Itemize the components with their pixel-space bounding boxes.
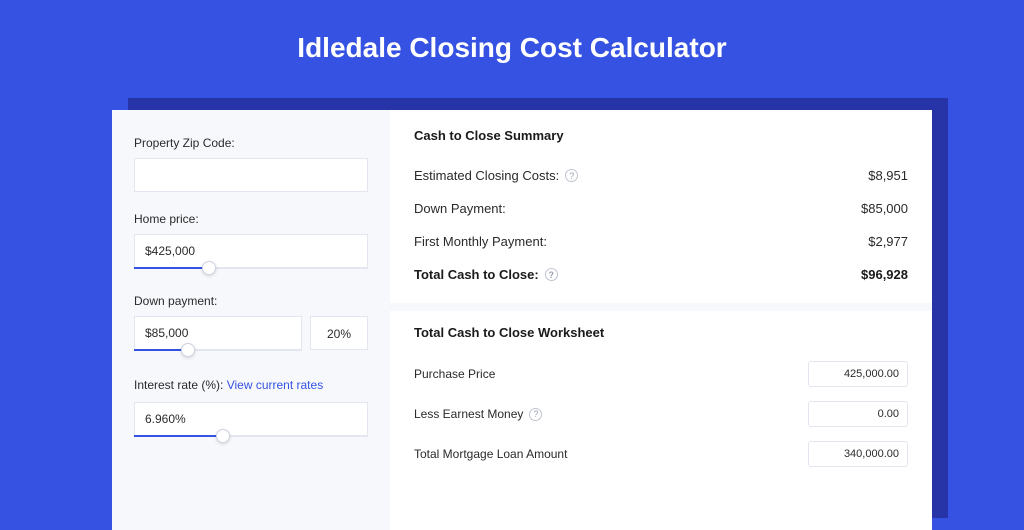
worksheet-row-label: Total Mortgage Loan Amount (414, 447, 567, 461)
view-rates-link[interactable]: View current rates (227, 378, 324, 392)
down-payment-slider-thumb[interactable] (181, 343, 195, 357)
down-payment-label: Down payment: (134, 294, 368, 308)
worksheet-title: Total Cash to Close Worksheet (414, 325, 908, 340)
help-icon[interactable]: ? (565, 169, 578, 182)
calculator-card: Property Zip Code: Home price: Down paym… (112, 110, 932, 530)
summary-row: Estimated Closing Costs:? $8,951 (414, 159, 908, 192)
page-title: Idledale Closing Cost Calculator (0, 0, 1024, 82)
section-divider (390, 303, 932, 311)
interest-field (134, 402, 368, 436)
summary-row-label-text: Estimated Closing Costs: (414, 168, 559, 183)
home-price-field (134, 234, 368, 268)
worksheet-row: Total Mortgage Loan Amount (414, 434, 908, 474)
worksheet-row-label-text: Less Earnest Money (414, 407, 523, 421)
interest-slider-fill (134, 435, 223, 437)
down-payment-pct[interactable]: 20% (310, 316, 368, 350)
worksheet-list: Purchase Price Less Earnest Money? Total M… (414, 354, 908, 474)
help-icon[interactable]: ? (529, 408, 542, 421)
interest-input[interactable] (134, 402, 368, 436)
worksheet-row: Less Earnest Money? (414, 394, 908, 434)
worksheet-row-label-text: Total Mortgage Loan Amount (414, 447, 567, 461)
summary-list: Estimated Closing Costs:? $8,951 Down Paym… (414, 159, 908, 291)
zip-field-group: Property Zip Code: (134, 136, 368, 192)
summary-row: Down Payment: $85,000 (414, 192, 908, 225)
down-payment-slider-fill (134, 349, 188, 351)
summary-row-label-text: Total Cash to Close: (414, 267, 539, 282)
summary-row-label-text: First Monthly Payment: (414, 234, 547, 249)
home-price-input[interactable] (134, 234, 368, 268)
summary-row-label: First Monthly Payment: (414, 234, 547, 249)
summary-row-label: Total Cash to Close:? (414, 267, 558, 282)
down-payment-input[interactable] (134, 316, 302, 350)
zip-input[interactable] (134, 158, 368, 192)
down-payment-field-group: 20% (134, 316, 368, 350)
worksheet-row: Purchase Price (414, 354, 908, 394)
summary-row-value: $85,000 (861, 201, 908, 216)
summary-row-label: Estimated Closing Costs:? (414, 168, 578, 183)
worksheet-row-label: Purchase Price (414, 367, 495, 381)
help-icon[interactable]: ? (545, 268, 558, 281)
summary-row: Total Cash to Close:? $96,928 (414, 258, 908, 291)
summary-row-label: Down Payment: (414, 201, 506, 216)
home-price-slider-fill (134, 267, 209, 269)
summary-row-label-text: Down Payment: (414, 201, 506, 216)
summary-row-value: $8,951 (868, 168, 908, 183)
home-price-slider-thumb[interactable] (202, 261, 216, 275)
interest-label: Interest rate (%): (134, 378, 227, 392)
worksheet-row-input[interactable] (808, 441, 908, 467)
worksheet-row-input[interactable] (808, 361, 908, 387)
interest-slider-thumb[interactable] (216, 429, 230, 443)
worksheet-row-label: Less Earnest Money? (414, 407, 542, 421)
summary-row: First Monthly Payment: $2,977 (414, 225, 908, 258)
zip-label: Property Zip Code: (134, 136, 368, 150)
summary-title: Cash to Close Summary (414, 128, 908, 143)
worksheet-row-input[interactable] (808, 401, 908, 427)
interest-label-row: Interest rate (%): View current rates (134, 376, 368, 394)
summary-row-value: $2,977 (868, 234, 908, 249)
inputs-column: Property Zip Code: Home price: Down paym… (112, 110, 390, 530)
worksheet-row-label-text: Purchase Price (414, 367, 495, 381)
summary-row-value: $96,928 (861, 267, 908, 282)
down-payment-field (134, 316, 302, 350)
home-price-label: Home price: (134, 212, 368, 226)
results-column: Cash to Close Summary Estimated Closing … (390, 110, 932, 530)
